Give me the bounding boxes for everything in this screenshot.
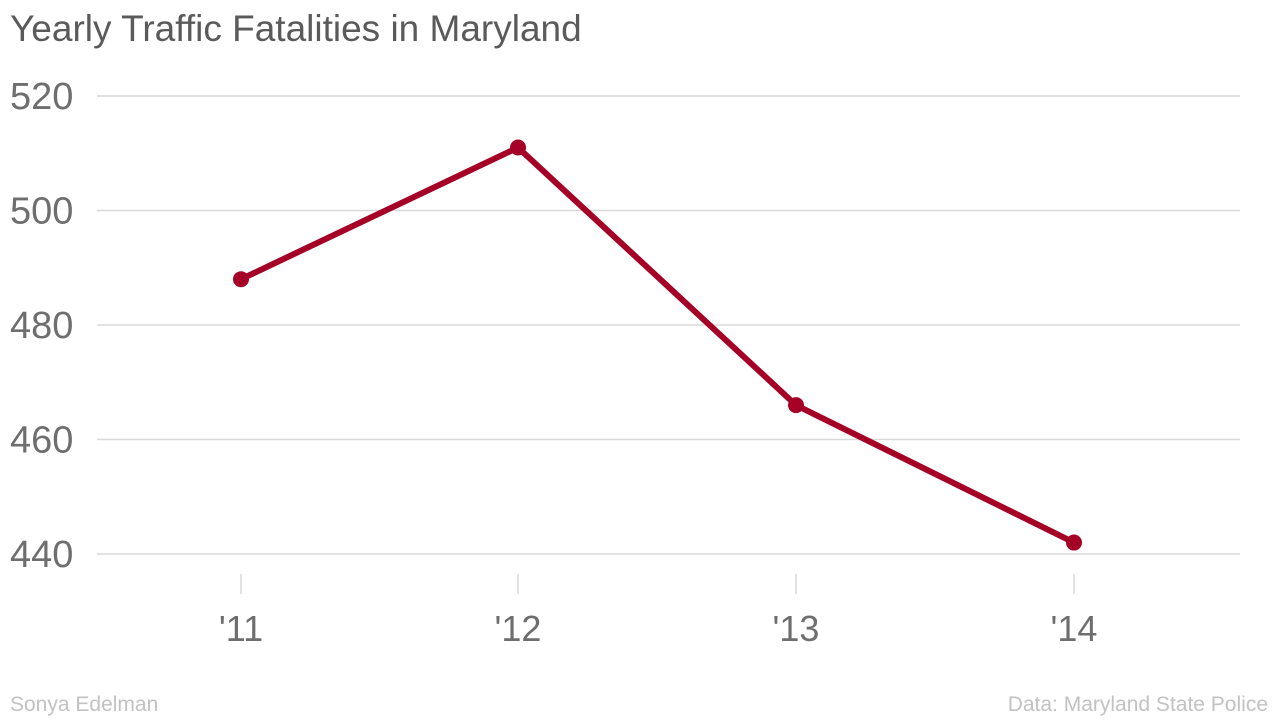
y-tick-label: 500: [10, 191, 73, 233]
series-line: [238, 144, 1077, 546]
data-point: [233, 271, 249, 288]
x-tick-label: '14: [1051, 608, 1098, 649]
chart-title: Yearly Traffic Fatalities in Maryland: [10, 8, 582, 49]
x-tick-label: '13: [773, 608, 820, 649]
y-tick-label: 480: [10, 305, 73, 347]
y-tick-label: 440: [10, 534, 73, 576]
data-point: [788, 397, 804, 414]
y-tick-label: 520: [10, 76, 73, 118]
x-tick-label: '12: [495, 608, 542, 649]
gridlines: [97, 95, 1240, 555]
data-source: Data: Maryland State Police: [1007, 693, 1268, 716]
y-axis-ticks: 440 460 480 500 520: [10, 76, 73, 576]
data-point: [1066, 534, 1082, 551]
x-axis-ticks: '11 '12 '13 '14: [219, 574, 1098, 649]
x-tick-label: '11: [219, 608, 263, 649]
data-point: [510, 139, 526, 156]
author-credit: Sonya Edelman: [10, 693, 159, 716]
series-layer: [233, 139, 1082, 551]
y-tick-label: 460: [10, 420, 73, 462]
